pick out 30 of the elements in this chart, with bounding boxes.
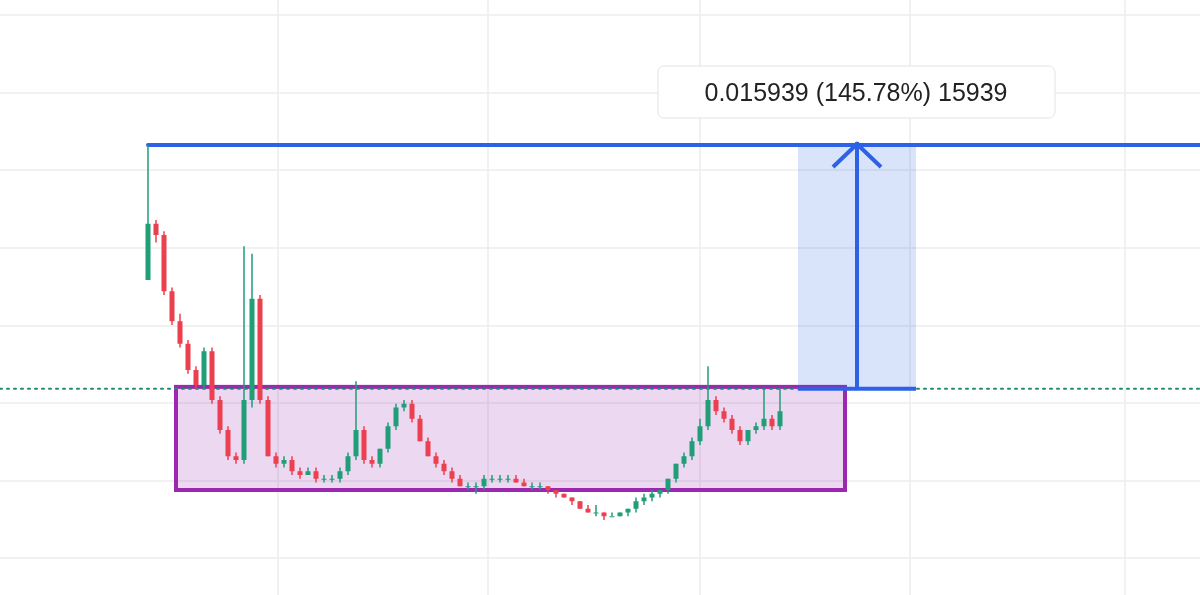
candlestick — [281, 455, 287, 469]
candlestick — [369, 455, 375, 469]
candlestick — [409, 399, 415, 424]
candlestick — [417, 414, 423, 442]
candlestick — [529, 481, 535, 491]
candlestick — [345, 451, 351, 476]
candlestick — [385, 421, 391, 454]
candlestick — [489, 474, 495, 484]
candlestick — [777, 388, 783, 431]
text: 0.015939 (145.78%) 15939 — [704, 78, 1008, 106]
candlestick — [153, 219, 159, 244]
candlestick — [497, 474, 503, 484]
candlestick — [193, 365, 199, 390]
candlestick — [761, 388, 767, 431]
candlestick — [689, 436, 695, 461]
candlestick — [505, 474, 511, 484]
candlestick — [289, 455, 295, 476]
candlestick — [465, 481, 471, 491]
candlestick — [473, 481, 479, 495]
candlestick — [329, 474, 335, 484]
candlestick — [697, 418, 703, 446]
candlestick — [713, 395, 719, 416]
candlestick — [321, 474, 327, 484]
candlestick — [609, 511, 615, 518]
candlestick — [729, 414, 735, 435]
candlestick — [737, 425, 743, 446]
candlestick — [593, 504, 599, 517]
candlestick — [177, 313, 183, 349]
candlestick — [393, 403, 399, 431]
candlestick — [537, 481, 543, 491]
